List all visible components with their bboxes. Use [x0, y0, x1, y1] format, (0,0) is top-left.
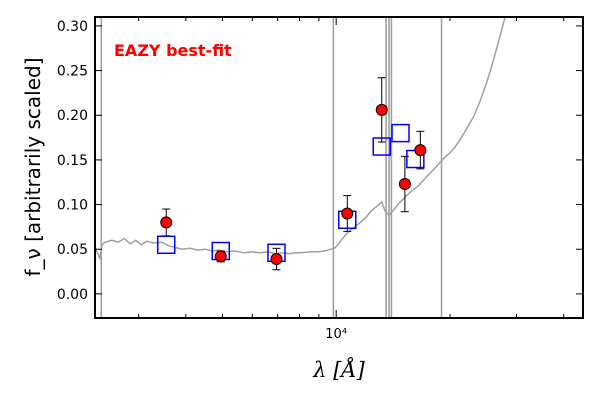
y-tick-label: 0.25 [57, 64, 88, 80]
plot-area [94, 16, 584, 319]
model-flux-square [372, 137, 391, 156]
axes-frame [94, 16, 584, 319]
x-axis-label: λ [Å] [312, 357, 365, 382]
y-axis-label: f_ν [arbitrarily scaled] [21, 58, 45, 277]
y-tick-label: 0.30 [57, 19, 88, 35]
model-flux-square [391, 123, 410, 143]
observed-flux-point [160, 216, 173, 229]
y-tick-label: 0.05 [57, 242, 88, 258]
y-tick-labels: 0.00 0.05 0.10 0.15 0.20 0.25 0.30 [57, 19, 88, 303]
observed-flux-point [214, 250, 227, 263]
plot-clip-group [95, 17, 506, 318]
x-tick-labels: 10⁴ [325, 327, 347, 342]
y-tick-label: 0.20 [57, 108, 88, 124]
spectrum-line [95, 17, 506, 261]
model-flux-square [156, 235, 176, 255]
y-tick-label: 0.15 [57, 153, 88, 169]
observed-flux-point [414, 144, 427, 157]
observed-flux-point [398, 178, 411, 191]
y-tick-label: 0.00 [57, 287, 88, 303]
annotation-label: EAZY best-fit [114, 41, 232, 60]
x-tick-label: 10⁴ [325, 327, 347, 342]
observed-flux-point [341, 207, 354, 220]
observed-flux-point [375, 103, 388, 116]
observed-flux-point [270, 253, 283, 266]
y-tick-label: 0.10 [57, 198, 88, 214]
